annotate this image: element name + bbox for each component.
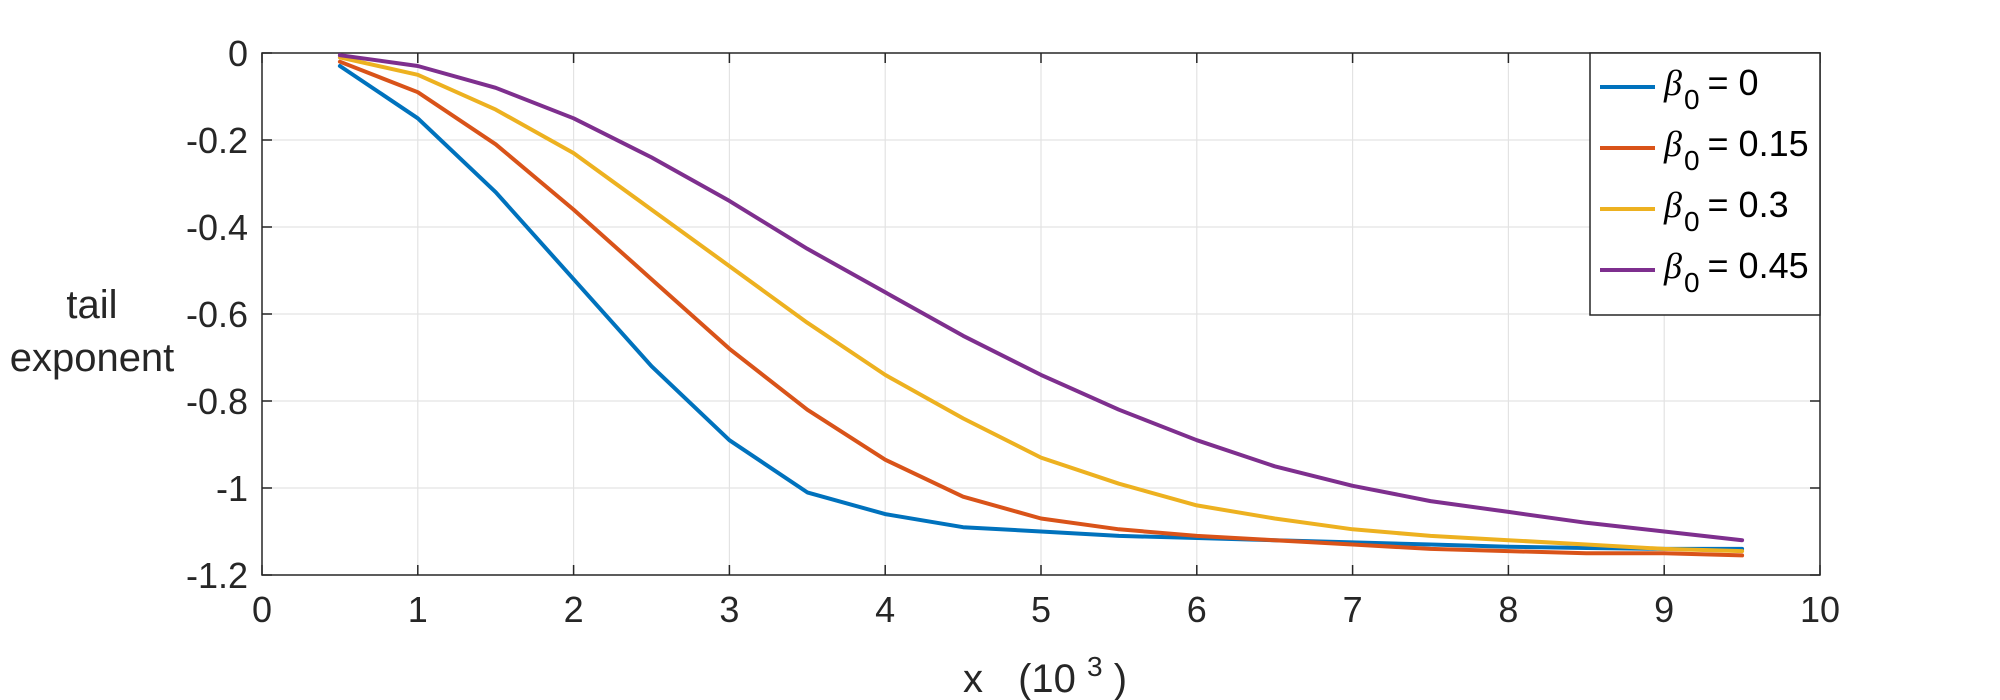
x-tick-label: 2 [564,589,584,630]
series-line-2 [337,55,1745,554]
x-tick-label: 8 [1498,589,1518,630]
x-tick-label: 5 [1031,589,1051,630]
x-tick-label: 7 [1343,589,1363,630]
x-axis-label-unit-base: (10 [1018,657,1076,700]
x-tick-label: 6 [1187,589,1207,630]
grid-lines [262,53,1820,575]
x-axis-label-unit-exponent: 3 [1087,651,1103,682]
y-tick-label: -1.2 [186,555,248,596]
series-line-3 [337,53,1745,543]
series-line-1 [337,59,1745,558]
legend-label-1: β0 = 0.15 [1663,123,1809,176]
y-tick-label: -0.6 [186,294,248,335]
x-tick-label: 9 [1654,589,1674,630]
legend-label-2: β0 = 0.3 [1663,184,1789,237]
axis-ticks: 0 1 2 3 4 5 6 7 8 9 10 0 -0.2 -0.4 -0.6 -0.8 -1 -1.2 [186,33,1840,630]
legend: β0 = 0 β0 = 0.15 β0 = 0.3 β0 = 0.45 [1589,52,1821,316]
x-tick-label: 1 [408,589,428,630]
legend-label-3: β0 = 0.45 [1663,245,1809,298]
series-group [337,53,1745,558]
y-tick-label: -0.8 [186,381,248,422]
y-axis-label-line-2: exponent [10,336,175,380]
x-axis-label-variable: x [963,657,983,700]
y-axis-label-line-1: tail [66,283,117,327]
legend-label-0: β0 = 0 [1663,62,1759,115]
x-tick-label: 4 [875,589,895,630]
y-tick-label: 0 [228,33,248,74]
y-tick-label: -0.2 [186,120,248,161]
x-axis-label: x (10 3 ) [963,641,1127,700]
x-tick-label: 0 [252,589,272,630]
y-tick-label: -0.4 [186,207,248,248]
series-line-0 [337,64,1745,551]
x-axis-label-unit-close: ) [1114,657,1127,700]
x-tick-label: 10 [1800,589,1840,630]
y-tick-label: -1 [216,468,248,509]
x-tick-label: 3 [719,589,739,630]
